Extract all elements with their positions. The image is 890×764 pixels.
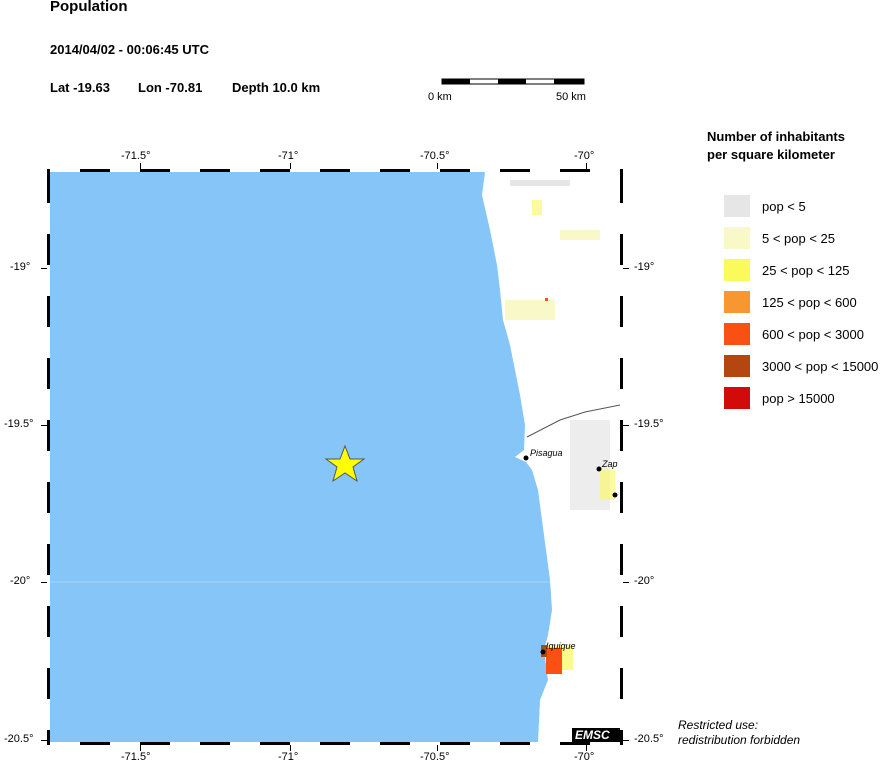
lon-tick-bottom: -71.5° — [121, 751, 151, 763]
scale-start: 0 km — [428, 91, 452, 103]
legend-title-line1: Number of inhabitants — [707, 129, 845, 144]
place-marker-iquique — [540, 649, 546, 655]
lon-tick-bottom: -70° — [574, 751, 595, 763]
lat-tick-right: -20° — [634, 575, 655, 587]
border-line — [526, 404, 621, 438]
legend-label: 600 < pop < 3000 — [762, 326, 864, 342]
lon-tick-top: -70° — [574, 150, 595, 162]
legend-label: 3000 < pop < 15000 — [762, 358, 879, 374]
lat-tick-right: -19° — [634, 261, 655, 273]
legend-label: pop > 15000 — [762, 390, 835, 406]
event-lat: Lat -19.63 — [50, 80, 110, 95]
population-cells — [505, 180, 615, 674]
event-lon: Lon -70.81 — [138, 80, 203, 95]
place-marker-pisagua — [523, 455, 529, 461]
map-frame — [41, 163, 629, 751]
lon-tick-bottom: -71° — [278, 751, 299, 763]
legend-title-line2: per square kilometer — [707, 147, 835, 162]
scale-end: 50 km — [556, 91, 586, 103]
epicenter-star-icon[interactable] — [324, 444, 366, 483]
legend-item: 5 < pop < 25 — [724, 226, 835, 250]
legend-item: pop > 15000 — [724, 386, 835, 410]
legend-swatch — [724, 195, 750, 217]
legend-item: pop < 5 — [724, 194, 806, 218]
legend-item: 3000 < pop < 15000 — [724, 354, 878, 378]
legend-swatch — [724, 291, 750, 313]
lon-tick-top: -71.5° — [121, 150, 151, 162]
legend-item: 25 < pop < 125 — [724, 258, 849, 282]
lat-tick-left: -19° — [10, 261, 31, 273]
lat-tick-left: -20° — [10, 575, 31, 587]
legend-swatch — [724, 259, 750, 281]
legend-label: 25 < pop < 125 — [762, 262, 850, 278]
event-depth: Depth 10.0 km — [232, 80, 321, 95]
place-marker-other — [612, 492, 618, 498]
map-title: Population — [50, 0, 128, 15]
legend-label: 125 < pop < 600 — [762, 294, 857, 310]
place-label-zap: Zap — [602, 459, 618, 469]
legend-label: pop < 5 — [762, 198, 806, 214]
legend-item: 600 < pop < 3000 — [724, 322, 864, 346]
lat-tick-right: -20.5° — [634, 733, 664, 745]
legend-label: 5 < pop < 25 — [762, 230, 836, 246]
redistribution-notice: redistribution forbidden — [678, 733, 801, 747]
lat-tick-right: -19.5° — [634, 418, 664, 430]
place-label-pisagua: Pisagua — [530, 448, 563, 458]
restricted-notice: Restricted use: — [678, 718, 759, 732]
emsc-watermark: EMSC — [575, 728, 610, 742]
legend-swatch — [724, 227, 750, 249]
legend-swatch — [724, 387, 750, 409]
lon-tick-top: -71° — [278, 150, 299, 162]
lon-tick-top: -70.5° — [420, 150, 450, 162]
lon-tick-bottom: -70.5° — [420, 751, 450, 763]
lat-tick-left: -20.5° — [4, 733, 34, 745]
place-marker-zap — [596, 466, 602, 472]
scale-bar — [441, 78, 585, 85]
emsc-logo — [572, 728, 620, 742]
place-label-iquique: Iquique — [546, 641, 576, 651]
event-datetime: 2014/04/02 - 00:06:45 UTC — [50, 42, 209, 57]
legend-swatch — [724, 355, 750, 377]
legend-item: 125 < pop < 600 — [724, 290, 857, 314]
legend-swatch — [724, 323, 750, 345]
lat-tick-left: -19.5° — [4, 418, 34, 430]
